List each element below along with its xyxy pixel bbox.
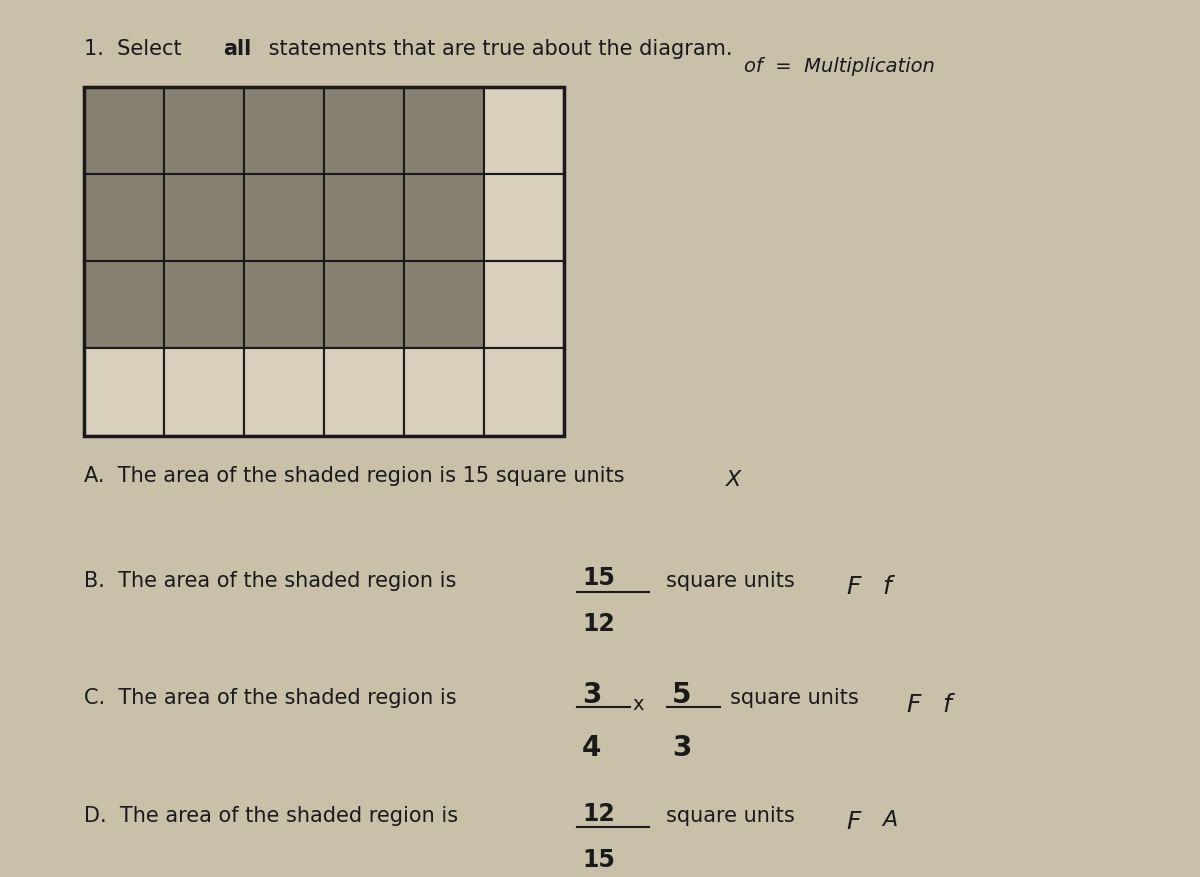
Bar [164, 348, 244, 436]
Bar [484, 261, 564, 348]
Bar [84, 87, 164, 175]
Bar [404, 87, 484, 175]
Text: 1.  Select: 1. Select [84, 39, 188, 60]
Text: f: f [882, 575, 890, 599]
Text: 3: 3 [582, 681, 601, 709]
Bar [84, 261, 164, 348]
Bar [244, 175, 324, 261]
Text: F: F [846, 575, 860, 599]
Bar [84, 348, 164, 436]
Bar [84, 87, 564, 436]
Text: 4: 4 [582, 733, 601, 761]
Bar [404, 175, 484, 261]
Text: A: A [882, 810, 898, 831]
Bar [404, 261, 484, 348]
Text: square units: square units [666, 571, 794, 590]
Text: 3: 3 [672, 733, 691, 761]
Bar [324, 348, 404, 436]
Bar [164, 87, 244, 175]
Bar [324, 87, 404, 175]
Bar [484, 175, 564, 261]
Text: A.  The area of the shaded region is 15 square units: A. The area of the shaded region is 15 s… [84, 466, 624, 486]
Bar [244, 348, 324, 436]
Bar [484, 348, 564, 436]
Bar [244, 87, 324, 175]
Bar [404, 348, 484, 436]
Bar [84, 175, 164, 261]
Text: F: F [846, 810, 860, 834]
Bar [324, 261, 404, 348]
Text: 12: 12 [582, 802, 614, 825]
Text: F: F [906, 693, 920, 717]
Text: statements that are true about the diagram.: statements that are true about the diagr… [262, 39, 732, 60]
Bar [164, 261, 244, 348]
Text: 12: 12 [582, 612, 614, 637]
Bar [244, 261, 324, 348]
Text: 15: 15 [582, 848, 614, 872]
Bar [484, 87, 564, 175]
Text: square units: square units [666, 806, 794, 826]
Text: D.  The area of the shaded region is: D. The area of the shaded region is [84, 806, 458, 826]
Text: C.  The area of the shaded region is: C. The area of the shaded region is [84, 688, 457, 709]
Text: square units: square units [730, 688, 858, 709]
Text: all: all [223, 39, 252, 60]
Text: f: f [942, 693, 950, 717]
Text: 15: 15 [582, 567, 614, 590]
Text: x: x [632, 695, 644, 714]
Text: X: X [726, 470, 742, 490]
Bar [164, 175, 244, 261]
Text: B.  The area of the shaded region is: B. The area of the shaded region is [84, 571, 456, 590]
Text: of  =  Multiplication: of = Multiplication [744, 57, 935, 75]
Text: 5: 5 [672, 681, 691, 709]
Bar [324, 175, 404, 261]
